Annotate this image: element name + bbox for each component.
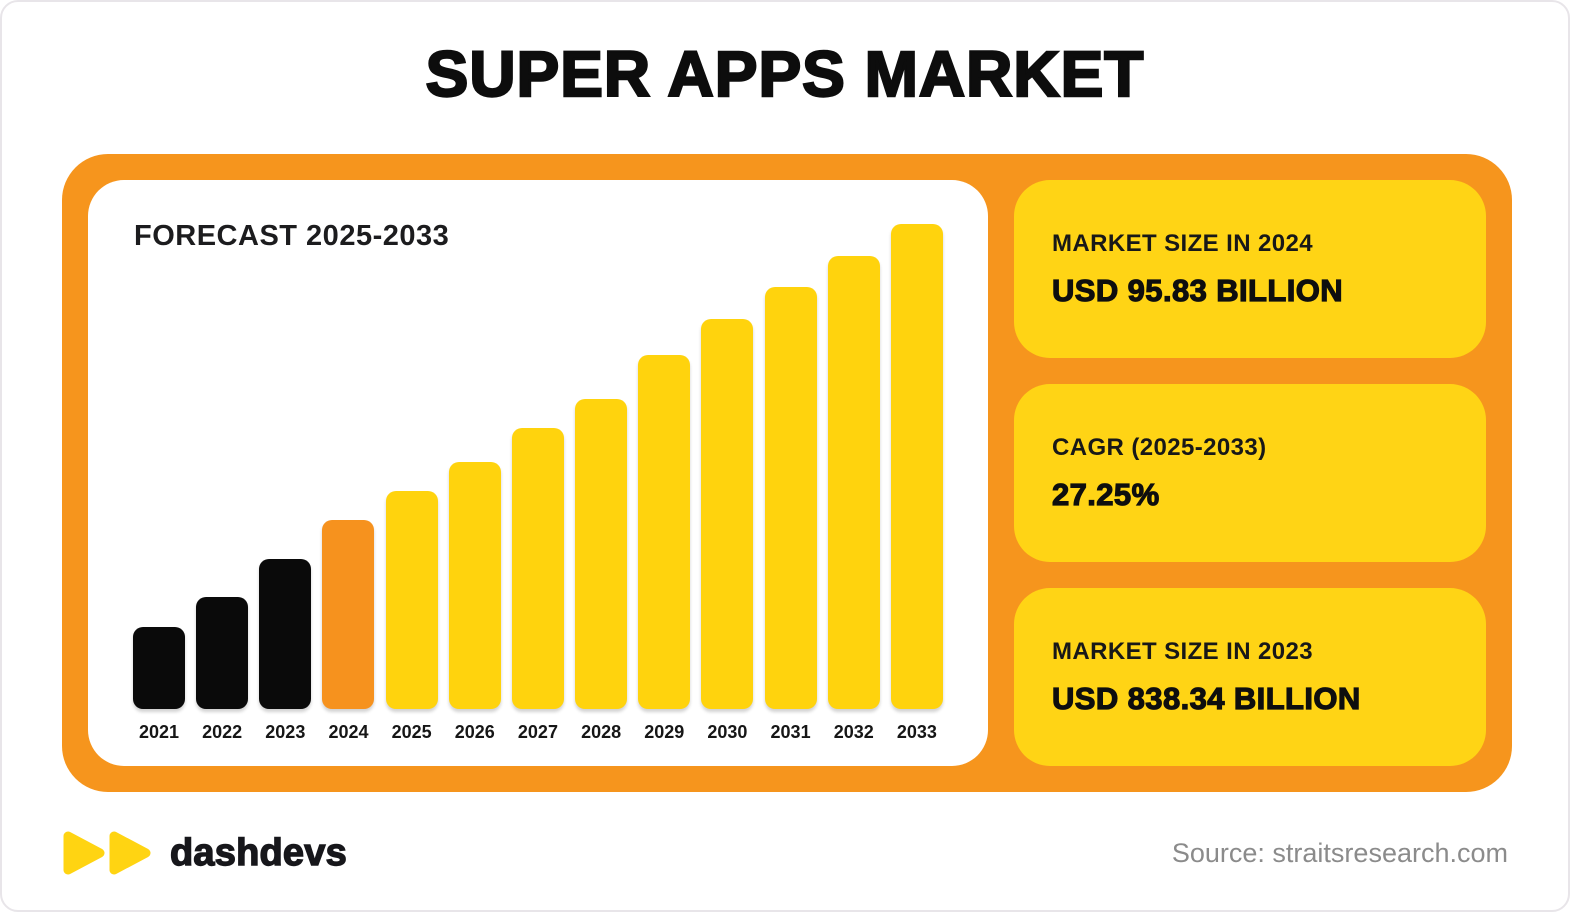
stat-label: MARKET SIZE IN 2024	[1052, 229, 1313, 257]
stat-value: USD 838.34 BILLION	[1051, 680, 1361, 716]
bar-column-2030: 2030	[701, 319, 754, 750]
x-tick-label-2030: 2030	[707, 722, 748, 742]
source-attribution: Source: straitsresearch.com	[1171, 837, 1508, 868]
x-tick-label-2021: 2021	[138, 722, 180, 742]
bar-2026	[448, 462, 501, 709]
bar-2030	[701, 319, 754, 709]
chart-title: FORECAST 2025-2033	[134, 220, 450, 252]
stat-value: 27.25%	[1051, 476, 1160, 512]
stat-value: USD 95.83 BILLION	[1051, 272, 1344, 308]
bar-column-2029: 2029	[638, 355, 691, 750]
bar-2023	[259, 559, 312, 709]
stat-label: MARKET SIZE IN 2023	[1052, 637, 1313, 665]
bar-column-2024: 2024	[322, 520, 375, 750]
stat-cards-column: MARKET SIZE IN 2024 USD 95.83 BILLION CA…	[1014, 180, 1486, 766]
x-tick-label-2025: 2025	[391, 722, 432, 742]
bar-column-2033: 2033	[890, 224, 943, 750]
footer: dashdevs Source: straitsresearch.com	[62, 822, 1508, 884]
bar-column-2021: 2021	[133, 627, 185, 750]
bar-column-2022: 2022	[196, 597, 249, 750]
x-tick-label-2031: 2031	[770, 722, 811, 742]
bar-column-2028: 2028	[575, 399, 628, 750]
logo-text: dashdevs	[169, 831, 347, 874]
orange-panel: FORECAST 2025-2033 2021 2022 2023 2024 2025 2…	[62, 154, 1512, 792]
stat-card-market-size-2023: MARKET SIZE IN 2023 USD 838.34 BILLION	[1014, 588, 1486, 766]
bar-column-2031: 2031	[764, 287, 817, 750]
stat-card-cagr: CAGR (2025-2033) 27.25%	[1014, 384, 1486, 562]
bar-chart: 2021 2022 2023 2024 2025 2026 2027 2028 2029 2030…	[133, 220, 943, 750]
page-title: SUPER APPS MARKET	[424, 37, 1145, 111]
double-play-icon	[63, 831, 151, 875]
x-tick-label-2026: 2026	[454, 722, 495, 742]
stat-card-market-size-2024: MARKET SIZE IN 2024 USD 95.83 BILLION	[1014, 180, 1486, 358]
x-tick-label-2029: 2029	[644, 722, 685, 742]
bar-column-2023: 2023	[259, 559, 312, 750]
stat-label: CAGR (2025-2033)	[1052, 433, 1267, 461]
bar-column-2026: 2026	[448, 462, 501, 750]
bar-2029	[638, 355, 691, 709]
bar-2032	[827, 256, 880, 709]
x-tick-label-2028: 2028	[581, 722, 622, 742]
bar-2027	[511, 428, 564, 709]
bar-2025	[385, 491, 438, 709]
x-tick-label-2022: 2022	[202, 722, 243, 742]
bar-2022	[196, 597, 249, 709]
bar-2028	[575, 399, 628, 709]
bar-2031	[764, 287, 817, 709]
bar-2024	[322, 520, 375, 709]
bar-2021	[133, 627, 185, 709]
dashdevs-logo: dashdevs	[62, 830, 347, 876]
bar-column-2027: 2027	[511, 428, 564, 750]
x-tick-label-2024: 2024	[328, 722, 369, 742]
x-tick-label-2033: 2033	[896, 722, 937, 742]
bar-2033	[890, 224, 943, 709]
bar-column-2025: 2025	[385, 491, 438, 750]
forecast-chart-card: FORECAST 2025-2033 2021 2022 2023 2024 2025 2…	[88, 180, 988, 766]
x-tick-label-2027: 2027	[517, 722, 558, 742]
x-tick-label-2032: 2032	[833, 722, 874, 742]
x-tick-label-2023: 2023	[265, 722, 306, 742]
bar-column-2032: 2032	[827, 256, 880, 750]
